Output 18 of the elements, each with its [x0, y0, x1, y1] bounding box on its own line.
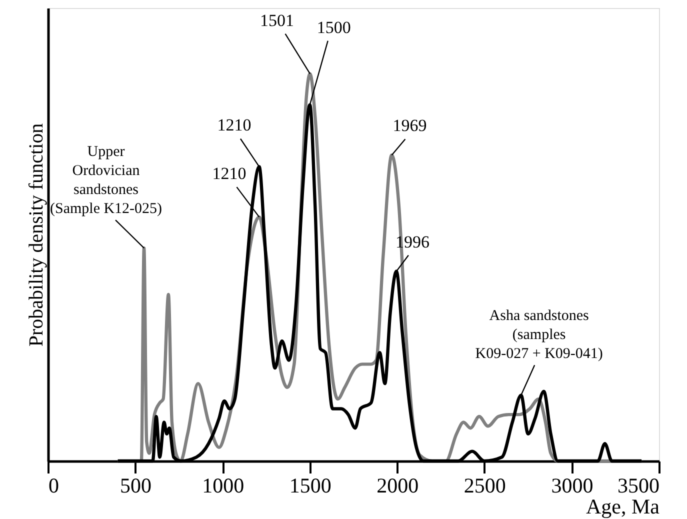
annotation: 1500 [316, 18, 351, 37]
annotation: Upper Ordovician sandstones (Sample K12-025) [50, 144, 162, 218]
annotation: 1969 [392, 116, 427, 136]
x-tick-label: 0 [48, 474, 59, 498]
annotation: 1210 [212, 164, 246, 184]
annotation: 1996 [395, 232, 430, 252]
annotation: Asha sandstones (samples K09-027 + K09-041) [475, 308, 603, 362]
y-axis-title: Probability density function [26, 123, 48, 347]
annotation: 1210 [217, 116, 252, 135]
x-tick-label: 3500 [618, 474, 660, 498]
annotation: 1501 [260, 10, 294, 30]
x-tick-label: 1000 [202, 474, 244, 498]
x-tick-label: 500 [120, 474, 152, 498]
x-tick-label: 1500 [289, 474, 332, 498]
x-axis-title: Age, Ma [586, 494, 660, 518]
x-tick-label: 2000 [376, 474, 419, 498]
x-tick-label: 3000 [551, 474, 594, 498]
x-tick-label: 2500 [464, 474, 506, 498]
